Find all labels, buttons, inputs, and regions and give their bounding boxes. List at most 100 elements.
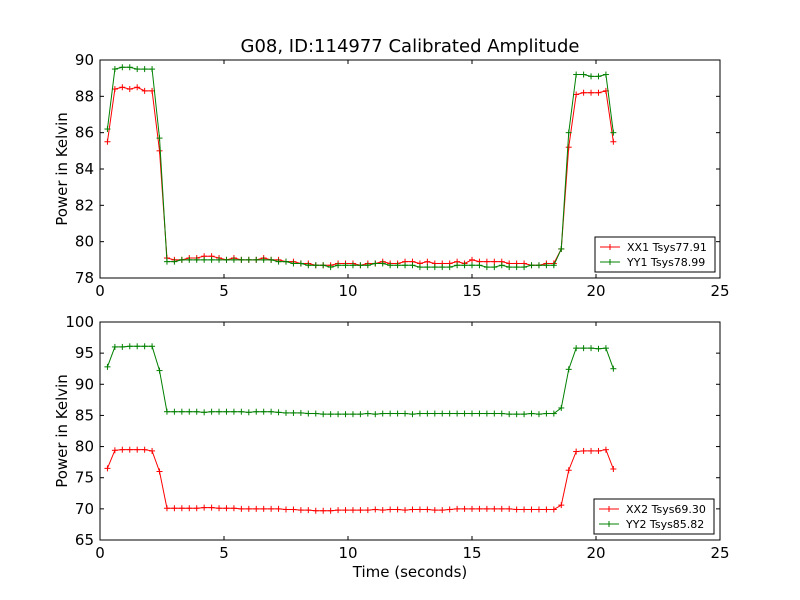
y-tick-label: 65 bbox=[75, 531, 94, 549]
data-point bbox=[387, 410, 394, 417]
data-point bbox=[558, 404, 565, 411]
data-point bbox=[446, 410, 453, 417]
data-point bbox=[610, 138, 617, 145]
data-point bbox=[483, 410, 490, 417]
data-point bbox=[580, 89, 587, 96]
data-point bbox=[610, 465, 617, 472]
data-point bbox=[342, 262, 349, 269]
data-point bbox=[111, 66, 118, 73]
data-point bbox=[149, 343, 156, 350]
data-point bbox=[201, 409, 208, 416]
data-point bbox=[387, 262, 394, 269]
data-point bbox=[454, 410, 461, 417]
top-plot: 0 5 10 15 20 25 78 80 82 84 86 88 90 Power in Kelvin X… bbox=[53, 51, 730, 300]
data-point bbox=[126, 343, 133, 350]
data-point bbox=[297, 507, 304, 514]
data-point bbox=[245, 256, 252, 263]
legend: XX2 Tsys69.30 YY2 Tsys85.82 bbox=[593, 498, 715, 535]
data-point bbox=[283, 258, 289, 265]
data-point bbox=[275, 505, 282, 512]
data-point bbox=[535, 262, 542, 269]
data-point bbox=[424, 410, 431, 417]
data-point bbox=[573, 71, 580, 78]
data-point bbox=[141, 446, 148, 453]
data-point bbox=[573, 91, 580, 98]
data-point bbox=[439, 410, 446, 417]
data-point bbox=[335, 262, 342, 269]
data-point bbox=[141, 87, 148, 94]
data-point bbox=[595, 73, 602, 80]
data-point bbox=[431, 410, 438, 417]
data-point bbox=[543, 262, 550, 269]
data-point bbox=[349, 507, 356, 514]
data-point bbox=[379, 410, 386, 417]
data-point bbox=[290, 409, 297, 416]
data-point bbox=[283, 506, 289, 513]
data-point bbox=[372, 411, 379, 418]
data-point bbox=[535, 506, 542, 513]
data-point bbox=[230, 408, 237, 415]
data-point bbox=[595, 345, 602, 352]
x-tick-label: 5 bbox=[219, 544, 229, 562]
legend-item: XX2 Tsys69.30 bbox=[599, 503, 706, 516]
data-point bbox=[364, 507, 371, 514]
legend-label: XX1 Tsys77.91 bbox=[627, 241, 707, 254]
data-point bbox=[483, 258, 490, 265]
data-point bbox=[230, 256, 237, 263]
data-point bbox=[588, 89, 595, 96]
x-tick-label: 25 bbox=[710, 544, 729, 562]
data-point bbox=[268, 505, 275, 512]
legend-box bbox=[593, 498, 715, 535]
data-point bbox=[305, 262, 312, 269]
data-point bbox=[550, 262, 557, 269]
data-point bbox=[416, 506, 423, 513]
data-point bbox=[149, 66, 156, 73]
data-point bbox=[245, 409, 252, 416]
data-point bbox=[178, 256, 185, 263]
y-tick-label: 84 bbox=[75, 160, 94, 178]
data-point bbox=[126, 64, 133, 71]
data-point bbox=[320, 507, 327, 514]
data-point bbox=[491, 264, 498, 271]
data-point bbox=[364, 262, 371, 269]
x-tick-label: 15 bbox=[462, 282, 481, 300]
data-point bbox=[327, 264, 334, 271]
data-point bbox=[312, 410, 319, 417]
data-point bbox=[565, 144, 572, 151]
data-point bbox=[216, 505, 223, 512]
data-point bbox=[476, 262, 483, 269]
data-point bbox=[387, 506, 394, 513]
data-point bbox=[156, 367, 163, 374]
data-point bbox=[119, 64, 126, 71]
y-axis-label: Power in Kelvin bbox=[53, 112, 71, 226]
legend-item: XX1 Tsys77.91 bbox=[600, 241, 707, 254]
data-point bbox=[104, 363, 111, 370]
data-point bbox=[171, 408, 178, 415]
data-point bbox=[156, 468, 163, 475]
data-point bbox=[409, 411, 416, 418]
legend-item: YY1 Tsys78.99 bbox=[600, 256, 705, 269]
data-point bbox=[193, 408, 200, 415]
data-point bbox=[357, 507, 364, 514]
data-point bbox=[454, 262, 461, 269]
legend-box bbox=[594, 236, 716, 273]
data-point bbox=[268, 408, 275, 415]
x-tick-label: 25 bbox=[710, 282, 729, 300]
y-tick-label: 75 bbox=[75, 469, 94, 487]
data-point bbox=[111, 343, 118, 350]
y-tick-label: 90 bbox=[75, 375, 94, 393]
data-point bbox=[327, 507, 334, 514]
data-point bbox=[416, 264, 423, 271]
data-point bbox=[372, 260, 379, 267]
data-point bbox=[186, 408, 193, 415]
data-point bbox=[558, 245, 565, 252]
data-point bbox=[513, 264, 520, 271]
x-tick-label: 10 bbox=[338, 282, 357, 300]
x-tick-label: 10 bbox=[338, 544, 357, 562]
data-point bbox=[588, 447, 595, 454]
data-point bbox=[498, 410, 505, 417]
data-point bbox=[141, 343, 148, 350]
bottom-plot: 0 5 10 15 20 25 65 70 75 80 85 90 95 100 Power in Kelv… bbox=[53, 313, 730, 562]
data-point bbox=[290, 506, 297, 513]
